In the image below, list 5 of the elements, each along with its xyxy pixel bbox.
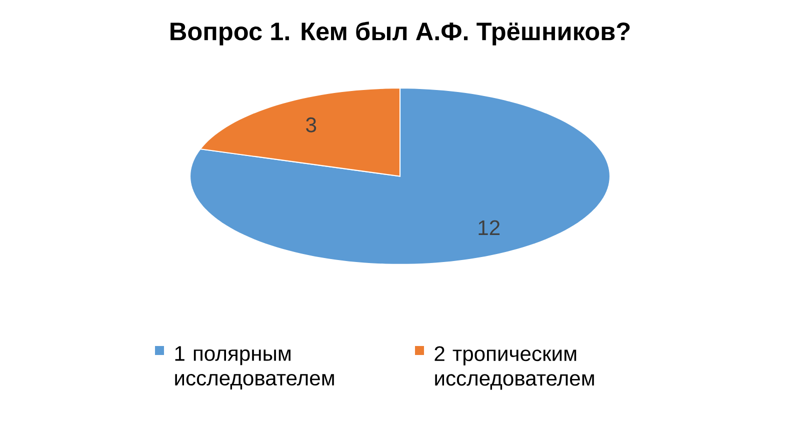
data-label: 12 [478, 220, 500, 236]
legend-label: 1 полярным исследователем [175, 346, 334, 390]
legend-label: 2 тропическим исследователем [434, 346, 594, 390]
chart-title: Вопрос 1. Кем был А.Ф. Трёшников? [170, 22, 630, 46]
data-label: 3 [306, 117, 316, 132]
